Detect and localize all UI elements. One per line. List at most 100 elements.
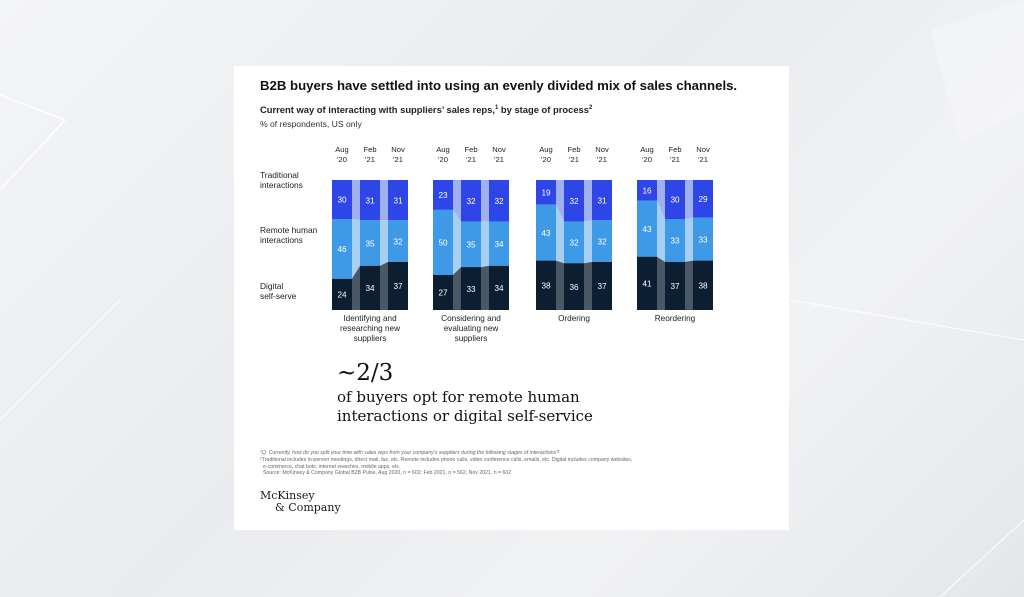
data-label: 33 <box>466 285 476 294</box>
period-label: '21 <box>494 155 504 164</box>
data-label: 37 <box>670 282 680 291</box>
row-label: self-serve <box>260 291 297 301</box>
period-label: '20 <box>642 155 652 164</box>
data-label: 31 <box>365 196 375 205</box>
category-label: suppliers <box>455 334 488 343</box>
connector-band <box>453 209 461 275</box>
data-label: 41 <box>642 280 652 289</box>
bar-segment-digital <box>592 261 612 310</box>
bar-segment-traditional <box>332 180 352 219</box>
period-label: Feb <box>668 145 681 154</box>
chart-unit: % of respondents, US only <box>260 119 362 129</box>
category-label: researching new <box>340 324 400 333</box>
data-label: 31 <box>393 196 403 205</box>
footnotes: ¹Q: Currently, how do you split your tim… <box>260 450 760 477</box>
row-label: Digital <box>260 281 283 291</box>
period-label: '21 <box>393 155 403 164</box>
period-label: '21 <box>597 155 607 164</box>
bar-segment-remote <box>665 219 685 262</box>
row-label: Remote human <box>260 225 318 235</box>
bar-segment-remote <box>693 217 713 261</box>
bar-segment-digital <box>360 265 380 310</box>
data-label: 32 <box>466 197 476 206</box>
bar-segment-traditional <box>665 180 685 219</box>
period-label: Nov <box>492 145 506 154</box>
bar-segment-remote <box>536 204 556 261</box>
chart-subtitle: Current way of interacting with supplier… <box>260 104 593 115</box>
connector-band <box>685 180 693 219</box>
bar-segment-digital <box>665 261 685 310</box>
connector-band <box>481 180 489 222</box>
period-label: '21 <box>466 155 476 164</box>
bar-segment-traditional <box>536 180 556 205</box>
logo-line-1: McKinsey <box>260 489 315 502</box>
category-label: Reordering <box>655 314 696 323</box>
category-label: Identifying and <box>343 314 397 323</box>
data-label: 35 <box>466 241 476 250</box>
data-label: 30 <box>337 196 347 205</box>
period-label: Nov <box>595 145 609 154</box>
bar-segment-remote <box>360 220 380 266</box>
callout-text: of buyers opt for remote human interacti… <box>337 388 593 425</box>
bar-segment-traditional <box>693 180 713 218</box>
bar-segment-traditional <box>592 180 612 221</box>
data-label: 34 <box>365 284 375 293</box>
footnote-definitions-cont: e-commerce, chat bots, internet searches… <box>263 463 401 470</box>
data-label: 32 <box>393 237 403 246</box>
data-label: 37 <box>393 282 403 291</box>
logo-line-2: & Company <box>275 501 341 514</box>
data-label: 32 <box>569 197 579 206</box>
data-label: 31 <box>597 196 607 205</box>
connector-band <box>481 265 489 310</box>
data-label: 33 <box>698 235 708 244</box>
connector-band <box>657 200 665 262</box>
data-label: 35 <box>365 239 375 248</box>
period-label: '21 <box>670 155 680 164</box>
data-label: 19 <box>541 189 551 198</box>
data-label: 24 <box>337 291 347 300</box>
period-label: Feb <box>567 145 580 154</box>
bar-segment-remote <box>592 220 612 262</box>
bar-segment-remote <box>564 221 584 264</box>
connector-band <box>584 261 592 310</box>
connector-band <box>556 180 564 222</box>
connector-band <box>352 265 360 310</box>
data-label: 38 <box>698 282 708 291</box>
data-label: 34 <box>494 240 504 249</box>
period-label: Aug <box>335 145 349 154</box>
bar-segment-traditional <box>433 180 453 210</box>
mckinsey-logo: McKinsey & Company <box>260 490 341 514</box>
data-label: 43 <box>541 229 551 238</box>
connector-band <box>352 180 360 221</box>
bar-segment-traditional <box>461 180 481 222</box>
period-label: '21 <box>698 155 708 164</box>
data-label: 27 <box>438 289 448 298</box>
category-label: suppliers <box>354 334 387 343</box>
period-label: '21 <box>365 155 375 164</box>
connector-band <box>685 260 693 310</box>
data-label: 37 <box>597 282 607 291</box>
connector-band <box>481 221 489 268</box>
footnote-source: Source: McKinsey & Company Global B2B Pu… <box>263 470 512 477</box>
category-label: Ordering <box>558 314 590 323</box>
bar-segment-traditional <box>489 180 509 222</box>
bar-segment-remote <box>489 221 509 266</box>
bar-segment-remote <box>332 219 352 279</box>
connector-band <box>380 180 388 221</box>
bar-segment-remote <box>433 209 453 275</box>
connector-band <box>352 219 360 279</box>
period-label: Nov <box>391 145 405 154</box>
chart-card: B2B buyers have settled into using an ev… <box>234 66 789 530</box>
connector-band <box>584 180 592 222</box>
connector-band <box>556 260 564 310</box>
bar-segment-digital <box>637 256 657 310</box>
connector-band <box>453 180 461 222</box>
period-label: Feb <box>363 145 376 154</box>
period-label: Nov <box>696 145 710 154</box>
connector-band <box>657 256 665 310</box>
data-label: 34 <box>494 284 504 293</box>
data-label: 50 <box>438 239 448 248</box>
data-label: 32 <box>494 197 504 206</box>
bar-segment-digital <box>536 260 556 310</box>
